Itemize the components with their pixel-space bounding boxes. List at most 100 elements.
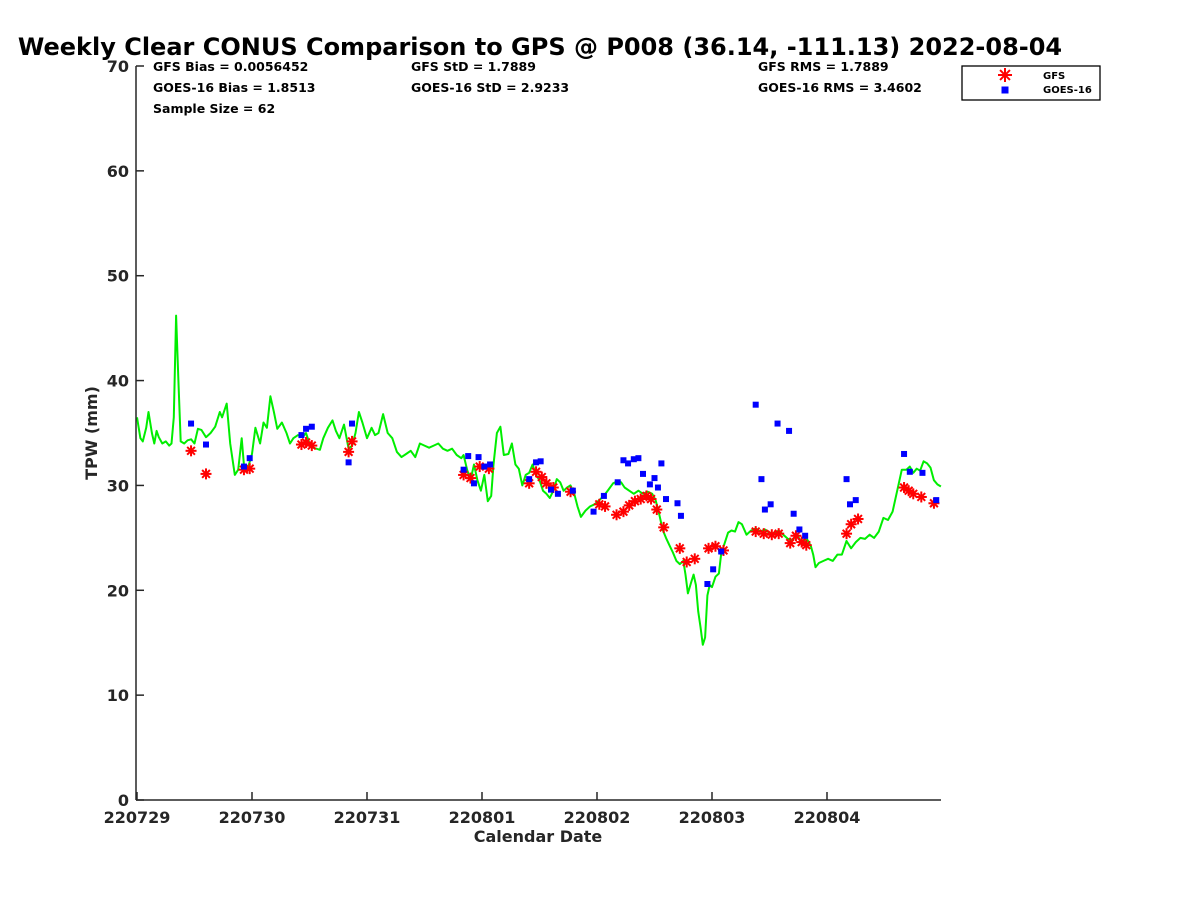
goes-point xyxy=(303,425,310,432)
gfs-bias-text: GFS Bias = 0.0056452 xyxy=(153,59,308,74)
goes-point xyxy=(548,486,554,493)
legend-gfs-marker xyxy=(998,68,1012,82)
x-tick-label: 220731 xyxy=(334,808,401,827)
gfs-point xyxy=(651,504,663,516)
goes-point xyxy=(843,476,850,483)
goes-point xyxy=(758,476,765,483)
gfs-point xyxy=(623,499,635,511)
goes-std-text: GOES-16 StD = 2.9233 xyxy=(411,80,569,95)
goes-point xyxy=(298,432,305,439)
gfs-point xyxy=(784,537,796,549)
goes-point xyxy=(906,468,913,475)
goes-point xyxy=(802,532,809,539)
goes-point xyxy=(674,500,681,507)
goes-point xyxy=(465,453,472,460)
goes-point xyxy=(620,457,627,464)
legend: GFS GOES-16 xyxy=(961,65,1101,101)
gfs-point xyxy=(599,500,611,512)
y-tick-label: 40 xyxy=(107,372,129,391)
goes-point xyxy=(533,459,540,466)
legend-box xyxy=(961,65,1101,101)
goes-point xyxy=(635,455,642,462)
goes-point xyxy=(677,512,684,519)
goes-point xyxy=(526,476,533,483)
goes-point xyxy=(590,508,597,515)
gfs-point xyxy=(536,471,548,483)
goes-point xyxy=(790,510,797,517)
goes-point xyxy=(651,475,658,482)
goes-point xyxy=(718,548,725,555)
x-axis-label: Calendar Date xyxy=(474,827,603,846)
x-tick-label: 220801 xyxy=(449,808,516,827)
gfs-point xyxy=(645,493,657,505)
goes-point xyxy=(188,420,195,427)
gfs-series xyxy=(185,435,940,568)
y-tick-label: 60 xyxy=(107,162,129,181)
y-tick-label: 70 xyxy=(107,57,129,76)
legend-goes-label: GOES-16 xyxy=(1043,85,1092,96)
y-tick-label: 20 xyxy=(107,581,129,600)
goes-point xyxy=(752,401,759,408)
goes-point xyxy=(345,459,352,466)
gfs-point xyxy=(852,513,864,525)
x-tick-label: 220802 xyxy=(564,808,631,827)
goes-point xyxy=(786,427,793,434)
goes-point xyxy=(203,441,209,448)
goes-bias-text: GOES-16 Bias = 1.8513 xyxy=(153,80,315,95)
gfs-point xyxy=(343,446,355,458)
gfs-point xyxy=(689,553,701,565)
gfs-point xyxy=(915,491,927,503)
gfs-point xyxy=(674,542,686,554)
gfs-rms-text: GFS RMS = 1.7889 xyxy=(758,59,889,74)
goes-point xyxy=(487,461,494,468)
goes-point xyxy=(240,463,247,470)
goes-point xyxy=(569,487,576,494)
y-tick-label: 0 xyxy=(118,791,129,810)
x-tick-label: 220804 xyxy=(794,808,861,827)
gfs-point xyxy=(709,540,721,552)
y-ticks: 0 10 20 30 40 50 60 70 xyxy=(107,57,144,810)
y-tick-label: 50 xyxy=(107,267,129,286)
gfs-point xyxy=(540,477,552,489)
goes-point xyxy=(852,497,859,504)
goes-point xyxy=(919,469,926,476)
goes-point xyxy=(246,455,253,462)
goes-point xyxy=(537,458,544,465)
goes-point xyxy=(308,423,315,430)
gfs-point xyxy=(346,435,358,447)
goes-rms-text: GOES-16 RMS = 3.4602 xyxy=(758,80,922,95)
goes-point xyxy=(658,460,665,467)
goes-point xyxy=(600,492,607,499)
goes-point xyxy=(761,506,768,513)
goes-point xyxy=(349,420,356,427)
goes-point xyxy=(704,580,711,587)
goes-point xyxy=(710,566,717,573)
legend-gfs-label: GFS xyxy=(1043,71,1065,82)
gfs-point xyxy=(200,468,212,480)
gfs-point xyxy=(185,445,197,457)
y-tick-label: 10 xyxy=(107,686,129,705)
y-axis-label: TPW (mm) xyxy=(82,386,101,480)
gfs-point xyxy=(773,528,785,540)
sample-size-text: Sample Size = 62 xyxy=(153,101,275,116)
goes-point xyxy=(481,463,488,470)
gfs-point xyxy=(750,526,762,538)
gfs-point xyxy=(658,521,670,533)
x-tick-label: 220729 xyxy=(104,808,171,827)
chart-title: Weekly Clear CONUS Comparison to GPS @ P… xyxy=(18,33,1062,61)
goes-point xyxy=(767,501,774,508)
goes-point xyxy=(796,526,803,533)
gfs-point xyxy=(758,528,770,540)
goes-point xyxy=(460,466,467,473)
goes-point xyxy=(847,501,853,508)
goes-point xyxy=(663,496,669,503)
gfs-point xyxy=(800,539,812,551)
goes-series xyxy=(188,401,940,587)
goes-point xyxy=(901,450,908,457)
legend-goes-marker xyxy=(1001,86,1009,94)
goes-point xyxy=(654,484,661,491)
goes-point xyxy=(774,420,781,427)
goes-point xyxy=(630,456,637,463)
gfs-std-text: GFS StD = 1.7889 xyxy=(411,59,536,74)
